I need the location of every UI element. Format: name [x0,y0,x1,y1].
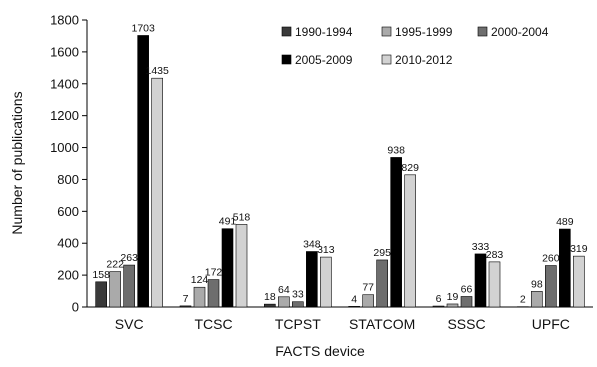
bar [348,306,360,308]
data-label: 64 [278,284,290,296]
legend-swatch [477,26,488,37]
bar [432,305,445,308]
data-label: 295 [373,247,391,259]
data-label: 829 [401,162,419,174]
y-tick-label: 1000 [50,140,79,155]
data-label: 19 [447,291,459,303]
data-label: 18 [264,291,276,303]
y-tick-label: 800 [57,172,79,187]
data-label: 260 [542,253,560,265]
legend-label: 2010-2012 [395,53,453,67]
bar [320,256,332,308]
data-label: 172 [205,267,223,279]
category-label: SSSC [447,316,485,332]
data-label: 158 [92,269,110,281]
data-label: 319 [570,243,588,255]
legend-swatch [281,54,292,65]
data-label: 2 [520,294,526,306]
data-label: 313 [317,244,335,256]
y-tick-label: 200 [57,268,79,283]
bar [474,253,487,308]
bar [531,291,543,308]
plot-area: 0200400600800100012001400160018001582222… [50,13,593,332]
bar [306,251,318,308]
y-tick-label: 400 [57,236,79,251]
data-label: 222 [106,259,124,271]
bar [151,77,163,308]
data-label: 263 [120,252,138,264]
bar [559,228,571,308]
bar [95,281,107,308]
legend-label: 2000-2004 [491,25,549,39]
data-label: 6 [436,293,442,305]
category-label: TCPST [275,316,321,332]
y-tick-label: 1200 [50,108,79,123]
legend-label: 2005-2009 [295,53,353,67]
bar [573,255,585,308]
category-label: SVC [115,316,144,332]
data-label: 7 [183,293,189,305]
y-tick-label: 1400 [50,76,79,91]
data-label: 4 [351,293,357,305]
category-label: TCSC [194,316,232,332]
y-tick-label: 1800 [50,13,79,28]
bar [362,294,374,308]
category-label: STATCOM [349,316,415,332]
bar [390,157,402,308]
bar [460,296,473,308]
bar [292,301,304,308]
data-label: 66 [461,283,473,295]
data-label: 518 [233,211,251,223]
legend-label: 1990-1994 [295,25,353,39]
bar [488,261,501,308]
data-label: 98 [531,278,543,290]
bar [193,286,206,308]
y-tick-label: 600 [57,204,79,219]
x-axis-title: FACTS device [275,343,365,359]
data-label: 333 [472,241,490,253]
data-label: 491 [219,216,237,228]
bar [264,303,276,308]
bar [207,279,220,308]
y-tick-label: 1600 [50,44,79,59]
bar [235,224,248,308]
data-label: 1703 [131,22,155,34]
data-label: 938 [387,144,405,156]
category-label: UPFC [532,316,570,332]
bar [137,35,149,308]
bar [376,259,388,308]
bar [109,271,121,308]
y-axis-title: Number of publications [9,91,25,234]
legend-swatch [281,26,292,37]
legend-swatch [381,54,392,65]
data-label: 124 [191,274,209,286]
bar [404,174,416,308]
data-label: 33 [292,289,304,301]
bar [278,296,290,308]
legend-label: 1995-1999 [395,25,453,39]
legend-swatch [381,26,392,37]
bar [221,228,234,308]
bar [123,264,135,308]
data-label: 1435 [145,65,169,77]
data-label: 348 [303,239,321,251]
bar [179,305,192,308]
data-label: 283 [486,249,504,261]
data-label: 489 [556,216,574,228]
bar [545,265,557,308]
bar [446,303,459,308]
y-tick-label: 0 [72,300,79,315]
data-label: 77 [362,282,374,294]
legend: 1990-1994 1995-1999 2000-2004 2005-2009 2010… [281,25,549,67]
